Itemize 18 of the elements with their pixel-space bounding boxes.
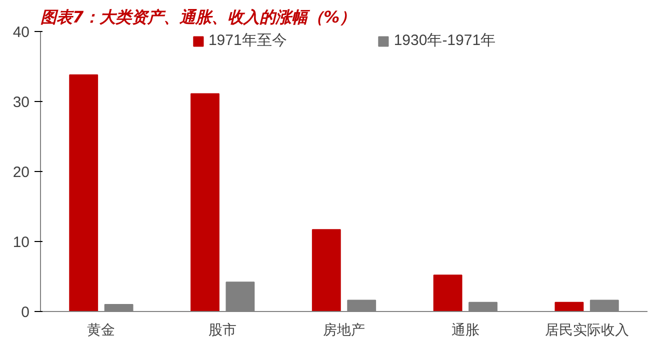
bar bbox=[433, 274, 462, 312]
bar bbox=[312, 229, 341, 312]
bar bbox=[190, 93, 220, 312]
x-tick-label: 居民实际收入 bbox=[544, 322, 629, 338]
x-tick-label: 房地产 bbox=[323, 322, 365, 338]
x-tick-label: 通胀 bbox=[451, 322, 480, 338]
bar bbox=[554, 302, 584, 312]
y-tick-label: 40 bbox=[12, 24, 30, 41]
y-tick-label: 10 bbox=[12, 234, 30, 251]
y-tick-label: 30 bbox=[12, 94, 30, 111]
legend-label: 1971年至今 bbox=[208, 31, 287, 50]
legend-label: 1930年-1971年 bbox=[394, 31, 496, 50]
y-tick-label: 0 bbox=[21, 304, 30, 321]
chart-title: 图表7：大类资产、通胀、收入的涨幅（%） bbox=[40, 8, 356, 26]
x-tick-label: 黄金 bbox=[87, 322, 116, 338]
bar bbox=[69, 74, 98, 312]
x-tick-label: 股市 bbox=[208, 322, 237, 338]
y-tick-label: 20 bbox=[12, 164, 30, 181]
